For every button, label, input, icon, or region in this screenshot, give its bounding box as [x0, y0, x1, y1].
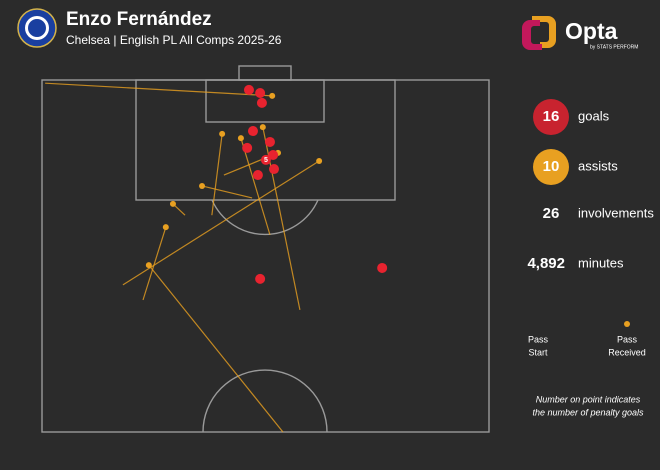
- goal-point: [255, 88, 266, 99]
- subtitle: Chelsea | English PL All Comps 2025-26: [66, 33, 282, 47]
- marks: 5: [45, 82, 388, 433]
- assist-point: [269, 92, 276, 99]
- goal-point: [247, 126, 258, 137]
- assist-point: [219, 130, 226, 137]
- stat-label: goals: [578, 108, 610, 123]
- brand-name: Opta: [565, 18, 618, 44]
- legend-end: Pass: [617, 334, 638, 344]
- assist-pass: [122, 160, 320, 286]
- legend-start: Start: [528, 347, 548, 357]
- pitch: [41, 65, 490, 433]
- goal-point: [255, 273, 266, 284]
- assist-pass: [45, 82, 273, 97]
- goal-point: [243, 84, 254, 95]
- stats-panel: 16 goals 10 assists 26 involvements 4,892 minut…: [527, 99, 654, 417]
- assist-point: [199, 182, 206, 189]
- stat-badge: [533, 99, 569, 135]
- assist-point: [162, 224, 169, 231]
- stat-value: 4,892: [527, 255, 565, 272]
- stat-value: 16: [543, 108, 560, 125]
- title: Enzo Fernández: [66, 9, 212, 30]
- brand-tagline: by STATS PERFORM: [590, 44, 638, 50]
- assist-pass: [142, 226, 167, 301]
- assist-point: [316, 157, 323, 164]
- note: Number on point indicates: [536, 394, 641, 404]
- legend-end: Received: [608, 347, 646, 357]
- goal-point: [252, 170, 263, 181]
- assist-pass: [148, 264, 284, 433]
- stat-badge: [533, 149, 569, 185]
- assist-point: [145, 262, 152, 269]
- legend-start: Pass: [528, 334, 549, 344]
- stat-label: involvements: [578, 205, 654, 220]
- penalty-label: 5: [264, 157, 268, 164]
- goal-point: [260, 154, 271, 165]
- assist-pass: [240, 137, 271, 236]
- stat-value: 10: [543, 158, 560, 175]
- goal-point: [268, 149, 279, 160]
- goal-point: [268, 164, 279, 175]
- assist-point: [169, 200, 176, 207]
- legend-dot: [624, 321, 630, 327]
- stat-label: minutes: [578, 255, 624, 270]
- stat-label: assists: [578, 158, 618, 173]
- assist-point: [237, 135, 244, 142]
- stat-value: 26: [543, 205, 560, 222]
- club-crest: [17, 8, 57, 48]
- goal-point: [256, 97, 267, 108]
- goal-point: [264, 136, 275, 147]
- assist-pass: [201, 185, 253, 199]
- goal-point: [242, 142, 253, 153]
- assist-pass: [211, 133, 223, 216]
- goal-point: [377, 262, 388, 273]
- note: the number of penalty goals: [532, 407, 644, 417]
- brand-logo: [522, 16, 556, 50]
- assist-point: [259, 124, 266, 131]
